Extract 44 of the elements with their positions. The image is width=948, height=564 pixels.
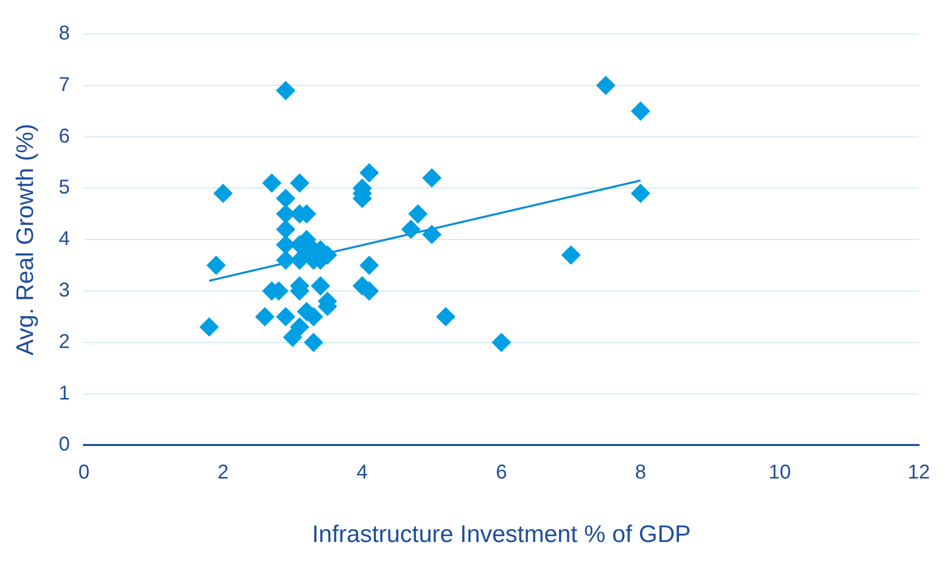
y-tick-label: 4 [58,228,70,250]
point [401,220,420,239]
point [276,81,296,100]
point [492,332,511,352]
point [206,256,226,275]
point [408,204,428,224]
y-axis-title: Avg. Real Growth (%) [12,124,40,356]
y-tick-label: 3 [58,280,70,302]
x-tick-label: 6 [496,462,507,484]
point [290,174,310,193]
point [214,184,233,203]
y-tick-label: 5 [58,176,70,199]
point [262,174,282,193]
point [561,246,580,265]
point [276,307,296,326]
point [276,220,296,239]
point [631,102,650,121]
point [276,188,296,208]
x-tick-label: 8 [634,462,646,484]
x-tick-label: 2 [218,462,229,484]
y-tick-label: 1 [58,382,70,404]
point [436,307,456,326]
y-tick-label: 7 [58,74,70,96]
x-tick-label: 4 [356,462,368,484]
y-tick-label: 0 [58,434,70,456]
y-tick-label: 2 [58,330,70,353]
point [360,256,379,275]
x-tick-label: 0 [78,462,90,484]
point [290,317,310,336]
point [631,184,650,203]
point [200,317,219,336]
x-tick-label: 10 [768,462,791,484]
point [422,168,442,188]
point [283,328,302,347]
point [310,276,330,296]
point [304,332,324,352]
x-axis-title: Infrastructure Investment % of GDP [312,521,691,548]
point [596,76,616,95]
y-tick-label: 6 [58,125,70,148]
y-tick-label: 8 [58,22,70,45]
x-tick-label: 12 [908,462,930,484]
point [422,224,442,244]
point [360,163,379,182]
point [255,307,274,326]
